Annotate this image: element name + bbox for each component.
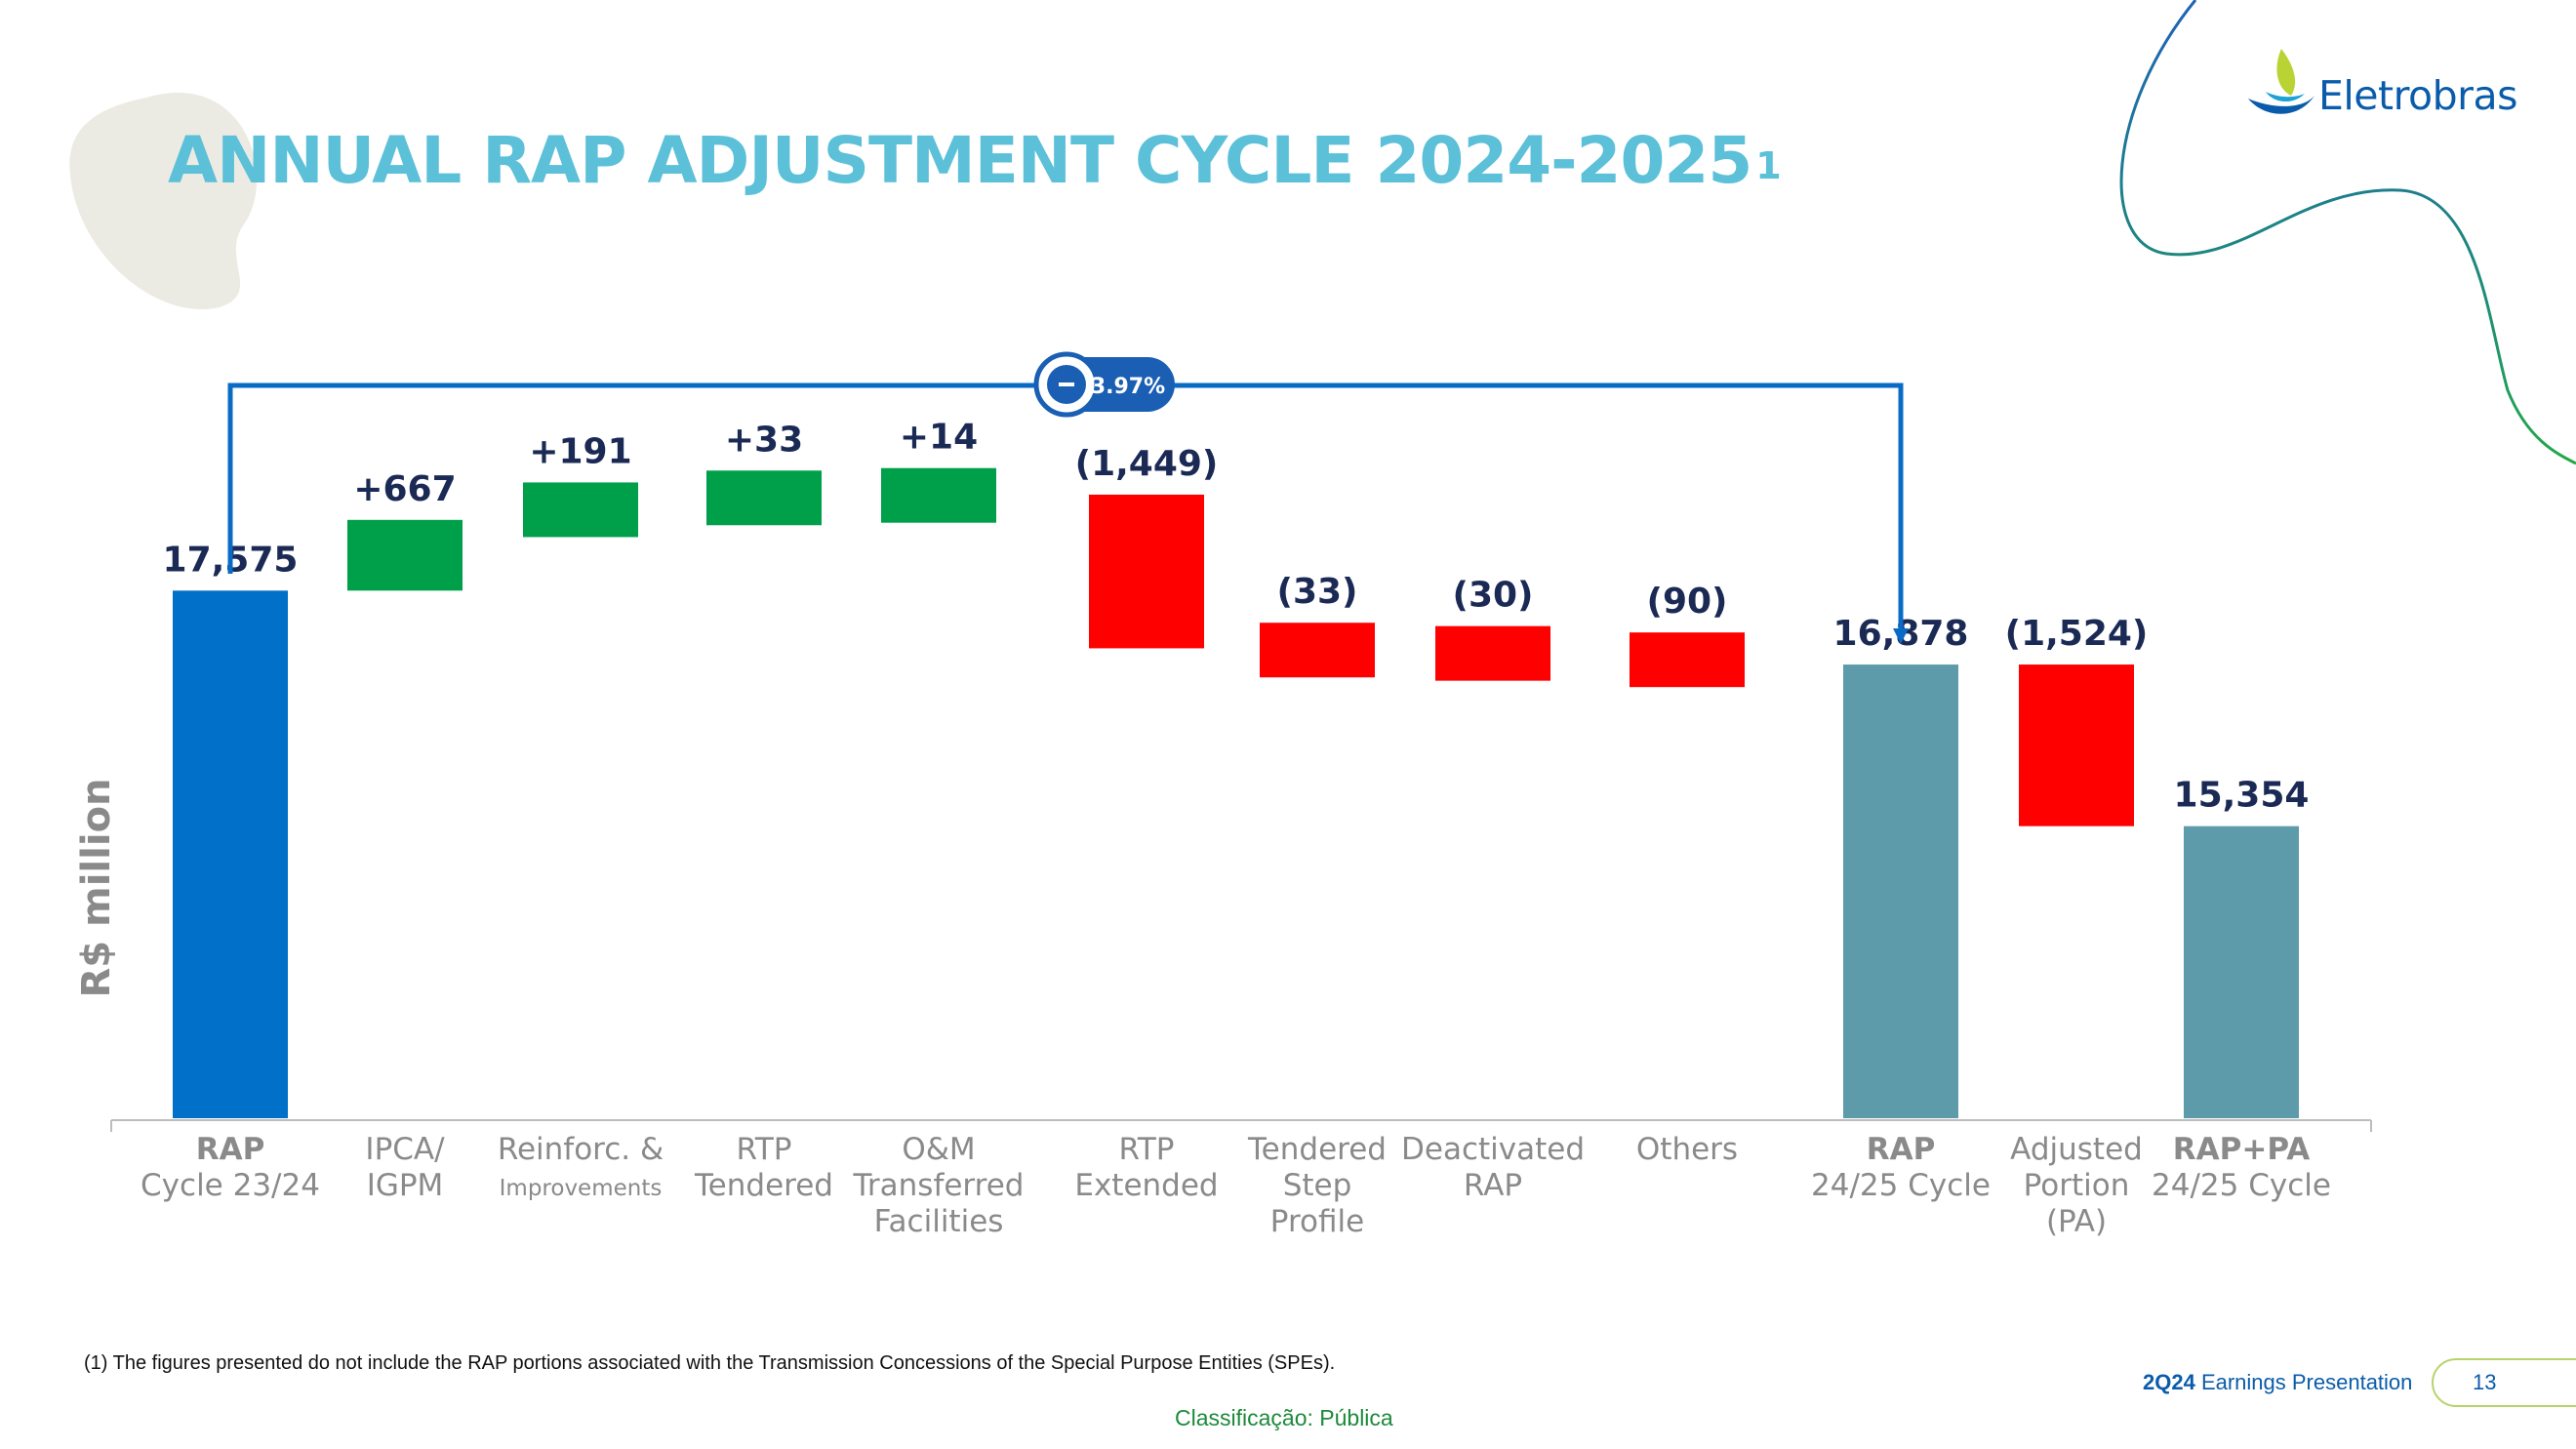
data-label: (90) — [1646, 582, 1727, 622]
bar-rap-24-25-cycle — [1843, 664, 1958, 1118]
data-label: (30) — [1452, 576, 1533, 616]
category-label: Cycle 23/24 — [141, 1168, 320, 1203]
category-label: RAP — [1867, 1132, 1936, 1167]
percent-change-label: 3.97% — [1091, 375, 1165, 399]
data-label: +191 — [529, 431, 631, 471]
category-label: IPCA/ — [365, 1132, 445, 1167]
presentation-title: Earnings Presentation — [2194, 1370, 2413, 1394]
category-label: Others — [1636, 1132, 1738, 1167]
category-label: 24/25 Cycle — [2152, 1168, 2331, 1203]
presentation-name: 2Q24 Earnings Presentation — [2143, 1370, 2412, 1395]
category-label: RTP — [737, 1132, 792, 1167]
data-label: +14 — [900, 418, 978, 458]
bracket-arrowhead — [1893, 628, 1909, 644]
category-label: RAP — [1464, 1168, 1522, 1203]
category-label: 24/25 Cycle — [1811, 1168, 1991, 1203]
category-label: Step — [1283, 1168, 1352, 1203]
bar-rtp-tendered — [706, 470, 822, 526]
bar-adjusted-portion-pa — [2019, 664, 2134, 826]
category-label: Transferred — [853, 1168, 1025, 1203]
bar-o-m-transferred-facilities — [881, 467, 996, 523]
category-label: Profile — [1270, 1204, 1364, 1239]
category-label: O&M — [902, 1132, 975, 1167]
page-number-pill — [2432, 1358, 2576, 1407]
data-label: +33 — [725, 420, 803, 460]
category-label: IGPM — [367, 1168, 444, 1203]
category-label: Extended — [1074, 1168, 1218, 1203]
classification-label: Classificação: Pública — [1175, 1405, 1393, 1430]
category-label: Reinforc. & — [498, 1132, 664, 1167]
data-label: 15,354 — [2174, 776, 2310, 816]
presentation-quarter: 2Q24 — [2143, 1370, 2195, 1394]
bar-deactivated-rap — [1435, 625, 1550, 681]
bar-reinforc-improvements — [523, 482, 638, 538]
page-number: 13 — [2473, 1370, 2497, 1394]
category-label: Portion — [2024, 1168, 2130, 1203]
bar-others — [1630, 632, 1745, 688]
data-label: +667 — [353, 469, 456, 509]
category-label: Deactivated — [1401, 1132, 1585, 1167]
category-label: Adjusted — [2010, 1132, 2143, 1167]
bar-ipca-igpm — [347, 519, 463, 591]
bar-rap-cycle-23-24 — [173, 590, 288, 1118]
category-label: RAP+PA — [2173, 1132, 2310, 1167]
decorative-curve-line — [2119, 0, 2576, 465]
y-axis-label: R$ million — [74, 778, 119, 997]
data-label: (1,524) — [2005, 614, 2149, 654]
slide-title: ANNUAL RAP ADJUSTMENT CYCLE 2024-2025 1 — [168, 123, 1782, 198]
bar-tendered-step-profile — [1260, 623, 1375, 678]
category-label: (PA) — [2046, 1204, 2107, 1239]
eletrobras-logo-icon — [2248, 49, 2314, 114]
category-label: RAP — [196, 1132, 265, 1167]
minus-icon-bar — [1059, 382, 1074, 386]
category-label: RTP — [1119, 1132, 1175, 1167]
data-label: (33) — [1276, 572, 1357, 612]
title-footnote-marker: 1 — [1755, 144, 1781, 187]
category-label: Facilities — [874, 1204, 1004, 1239]
category-label: Tendered — [694, 1168, 833, 1203]
slide-title-text: ANNUAL RAP ADJUSTMENT CYCLE 2024-2025 — [168, 123, 1752, 198]
bar-rap-pa-24-25-cycle — [2184, 825, 2299, 1118]
category-label: Improvements — [500, 1176, 663, 1201]
category-label: Tendered — [1247, 1132, 1387, 1167]
logo-wordmark: Eletrobras — [2318, 72, 2518, 119]
beige-blob-shape — [69, 92, 258, 310]
bar-rtp-extended — [1089, 494, 1204, 649]
data-label: (1,449) — [1075, 444, 1219, 484]
footnote: (1) The figures presented do not include… — [84, 1352, 1336, 1374]
